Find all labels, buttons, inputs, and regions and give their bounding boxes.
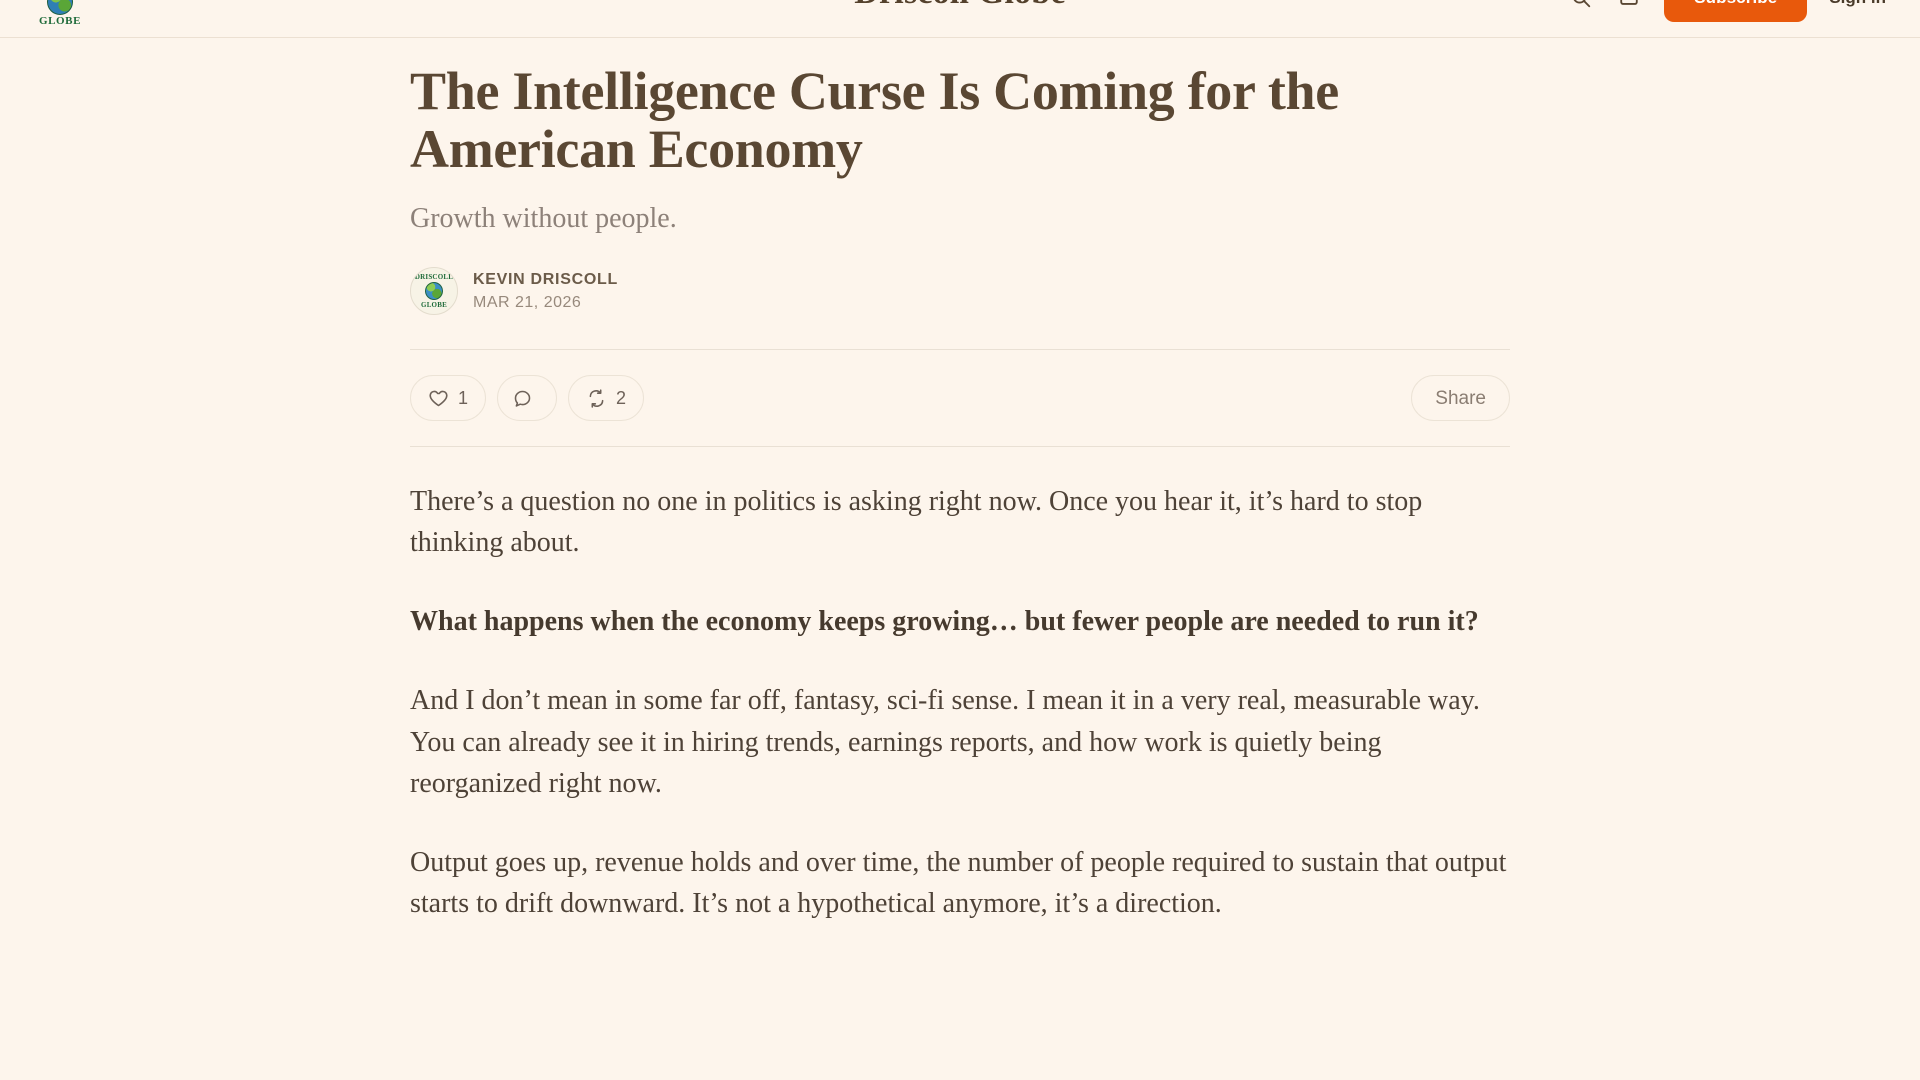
subscribe-button[interactable]: Subscribe xyxy=(1664,0,1808,22)
article: The Intelligence Curse Is Coming for the… xyxy=(410,0,1510,924)
avatar-bottom-word: GLOBE xyxy=(421,300,447,309)
body-paragraph: And I don’t mean in some far off, fantas… xyxy=(410,685,1480,799)
author-avatar[interactable]: DRISCOLL GLOBE xyxy=(410,267,458,316)
publish-date: MAR 21, 2026 xyxy=(473,293,582,311)
header-actions: Subscribe Sign in xyxy=(1568,0,1892,22)
restack-count: 2 xyxy=(616,388,627,409)
sign-in-link[interactable]: Sign in xyxy=(1829,0,1892,8)
article-body: There’s a question no one in politics is… xyxy=(410,447,1510,924)
body-paragraph: Output goes up, revenue holds and over t… xyxy=(410,846,1507,920)
site-header: GLOBE Driscoll Globe Subscribe Sign in xyxy=(0,0,1920,38)
archive-box-icon[interactable] xyxy=(1616,0,1642,11)
article-title: The Intelligence Curse Is Coming for the… xyxy=(410,61,1339,180)
author-name[interactable]: KEVIN DRISCOLL xyxy=(473,270,618,288)
logo-bottom-word: GLOBE xyxy=(38,14,82,27)
comment-bubble-icon xyxy=(512,388,533,409)
comment-button[interactable] xyxy=(497,375,558,422)
byline: DRISCOLL GLOBE KEVIN DRISCOLL MAR 21, 20… xyxy=(410,267,1510,316)
like-count: 1 xyxy=(458,388,469,409)
restack-button[interactable]: 2 xyxy=(568,375,645,422)
site-logo[interactable]: GLOBE xyxy=(28,0,92,29)
avatar-top-word: DRISCOLL xyxy=(414,272,454,281)
like-button[interactable]: 1 xyxy=(410,375,487,422)
body-paragraph: There’s a question no one in politics is… xyxy=(410,486,1423,559)
body-paragraph: What happens when the economy keeps grow… xyxy=(410,606,1479,638)
divider-top xyxy=(410,349,1510,351)
engagement-bar: 1 2 Share xyxy=(410,350,1510,446)
byline-text: KEVIN DRISCOLL MAR 21, 2026 xyxy=(473,271,618,312)
heart-icon xyxy=(428,388,449,409)
article-subtitle: Growth without people. xyxy=(410,202,677,234)
globe-icon xyxy=(47,0,73,15)
search-icon[interactable] xyxy=(1568,0,1594,11)
globe-icon xyxy=(425,282,443,301)
divider-bottom xyxy=(410,446,1510,448)
restack-icon xyxy=(586,388,607,409)
share-button[interactable]: Share xyxy=(1411,375,1510,422)
